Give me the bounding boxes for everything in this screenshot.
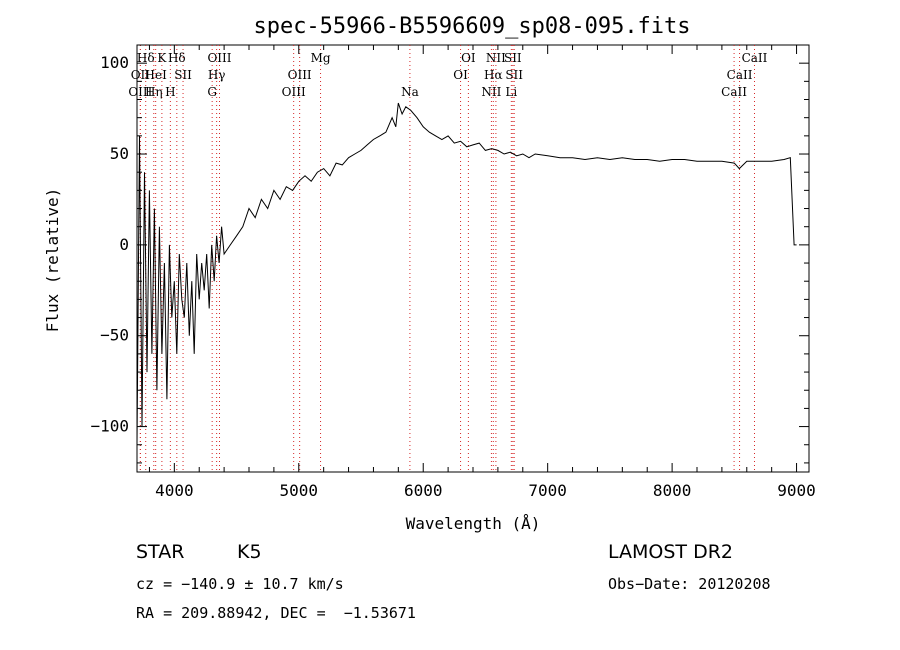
spectral-line-label: G [207,85,217,99]
spectral-line-label: Hα [484,68,503,82]
spectral-line-label: SII [505,68,523,82]
spectral-line-label: OII [131,68,151,82]
spectral-line-label: OIII [282,85,306,99]
x-tick-label: 5000 [280,481,319,500]
spectral-line-label: K [157,51,167,65]
spectral-line-label: NII [486,51,506,65]
redshift-velocity: cz = −140.9 ± 10.7 km/s [136,575,344,593]
spectral-line-label: OI [453,68,468,82]
spectral-line-label: Na [401,85,419,99]
y-axis-label: Flux (relative) [43,188,62,333]
plot-frame [136,44,810,473]
y-tick-label: 50 [110,144,129,163]
spectral-line-label: SII [174,68,192,82]
spectral-line-label: OIII [288,68,312,82]
axis-ticks-layer: 4000 5000 6000 7000 8000 9000 −100 −50 0 50 100 [90,44,816,500]
spectral-line-label: H [165,85,175,99]
spectral-line-label: CaII [727,68,753,82]
spectral-line-label: Hγ [208,68,226,82]
spectral-line-label: Hη [145,85,163,99]
spectral-line-label: OIII [128,85,152,99]
y-tick-label: 100 [100,53,129,72]
spectral-line-label: Li [505,85,517,99]
flux-series-line [136,102,797,445]
spectral-line-label: Hδ [168,51,186,65]
observation-date: Obs−Date: 20120208 [608,575,771,593]
spectral-line-label: OI [461,51,476,65]
spectral-line-label: SII [504,51,522,65]
y-tick-label: −100 [90,417,129,436]
spectral-line-label: CaII [742,51,768,65]
spectral-line-label: Hδ [137,51,155,65]
x-tick-label: 7000 [528,481,567,500]
spectral-line-label: NII [481,85,501,99]
spectral-line-label: CaII [721,85,747,99]
coordinates: RA = 209.88942, DEC = −1.53671 [136,604,416,622]
spectral-line-label: HeI [145,68,168,82]
survey-name: LAMOST DR2 [608,541,733,563]
y-tick-label: 0 [119,235,129,254]
spectral-line-label: Mg [311,51,331,65]
spectral-line-label: OIII [207,51,231,65]
spectral-lines-layer [139,45,755,472]
y-tick-label: −50 [100,326,129,345]
x-tick-label: 8000 [653,481,692,500]
x-tick-label: 4000 [155,481,194,500]
object-subclass: K5 [237,541,262,563]
x-tick-label: 9000 [777,481,816,500]
chart-title: spec-55966-B5596609_sp08-095.fits [253,14,690,39]
object-class: STAR [136,541,185,563]
x-axis-label: Wavelength (Å) [406,514,541,533]
x-tick-label: 6000 [404,481,443,500]
